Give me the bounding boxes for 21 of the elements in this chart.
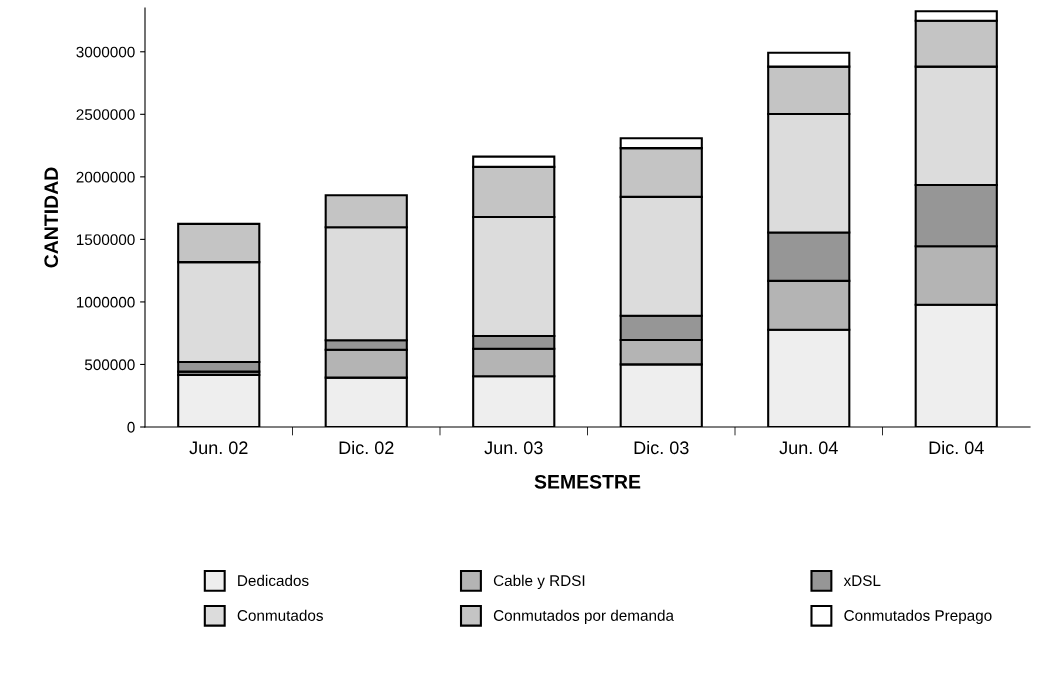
x-tick-label: Dic. 03 <box>634 440 689 455</box>
y-tick-label: 2000000 <box>76 171 135 183</box>
y-axis-title: CANTIDAD <box>44 167 59 268</box>
x-axis-title: SEMESTRE <box>534 474 641 489</box>
x-tick-label: Dic. 04 <box>929 440 984 455</box>
y-tick-label: 1000000 <box>76 296 135 308</box>
legend-label: Conmutados por demanda <box>493 609 674 624</box>
y-tick-label: 2500000 <box>76 109 135 120</box>
legend-label: Cable y RDSI <box>493 574 585 590</box>
legend-label: Conmutados <box>237 609 323 621</box>
x-tick-label: Dic. 02 <box>339 440 394 455</box>
legend-label: Dedicados <box>238 574 309 587</box>
x-tick-label: Jun. 04 <box>779 441 838 455</box>
x-tick-label: Jun. 02 <box>189 441 248 455</box>
y-tick-label: 0 <box>127 421 135 433</box>
y-tick-label: 3000000 <box>76 46 135 58</box>
y-tick-label: 500000 <box>84 359 135 371</box>
legend-label: xDSL <box>843 575 881 587</box>
x-tick-label: Jun. 03 <box>484 441 543 455</box>
legend-label: Conmutados Prepago <box>844 609 992 624</box>
y-tick-label: 1500000 <box>76 234 135 246</box>
